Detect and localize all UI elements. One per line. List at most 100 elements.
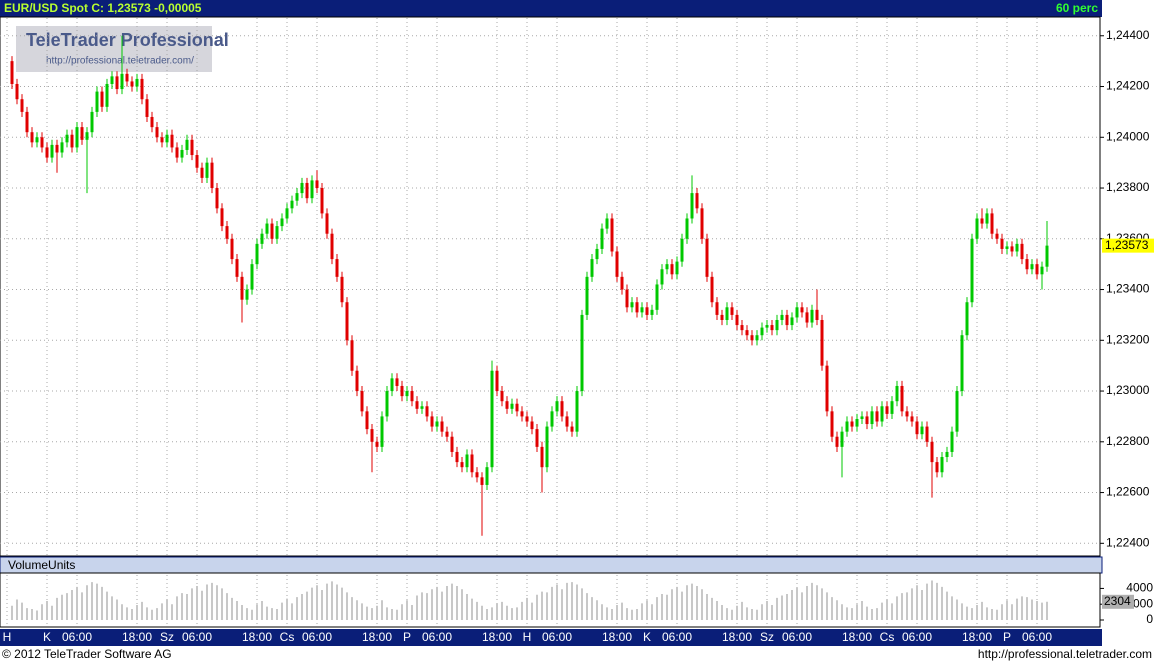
- last-price-label: 1,23573: [1105, 238, 1149, 252]
- candle-body: [680, 238, 684, 262]
- x-tick-label: 18:00: [242, 630, 272, 644]
- candle-body: [265, 223, 269, 234]
- candle-body: [920, 426, 924, 435]
- close-label: C:: [91, 1, 104, 15]
- candle-body: [505, 401, 509, 409]
- candle-body: [100, 91, 104, 107]
- x-tick-label: 18:00: [722, 630, 752, 644]
- y-tick-label: 1,24000: [1106, 129, 1150, 143]
- candle-body: [490, 370, 494, 468]
- candle-body: [825, 365, 829, 412]
- candle-body: [605, 218, 609, 229]
- x-tick-label: 18:00: [122, 630, 152, 644]
- candle-body: [600, 228, 604, 249]
- candle-body: [540, 446, 544, 468]
- y-tick-label: 1,24400: [1106, 28, 1150, 42]
- candle-body: [460, 462, 464, 468]
- candle-body: [170, 134, 174, 148]
- x-tick-label: 06:00: [542, 630, 572, 644]
- candle-body: [305, 182, 309, 199]
- candle-body: [450, 436, 454, 452]
- candle-body: [195, 155, 199, 168]
- candle-body: [355, 370, 359, 392]
- candle-body: [625, 289, 629, 308]
- time-axis-bar: [0, 629, 1102, 646]
- x-tick-label: Sz: [160, 630, 174, 644]
- candle-body: [1035, 264, 1039, 275]
- candle-body: [855, 418, 859, 427]
- candle-body: [775, 319, 779, 331]
- candle-body: [280, 218, 284, 227]
- candle-body: [790, 317, 794, 326]
- candle-body: [35, 137, 39, 143]
- candle-body: [590, 259, 594, 277]
- y-tick-label: 1,23800: [1106, 180, 1150, 194]
- candle-body: [570, 426, 574, 432]
- x-tick-label: 06:00: [902, 630, 932, 644]
- candle-body: [705, 238, 709, 277]
- candle-body: [655, 284, 659, 310]
- y-tick-label: 0: [1146, 612, 1153, 626]
- candle-body: [640, 307, 644, 313]
- candle-body: [435, 421, 439, 427]
- candle-body: [795, 307, 799, 318]
- change-value: -0,00005: [154, 1, 202, 15]
- x-tick-label: 06:00: [662, 630, 692, 644]
- candle-body: [630, 302, 634, 308]
- candle-body: [785, 314, 789, 326]
- candle-body: [140, 78, 144, 100]
- candle-body: [230, 238, 234, 260]
- candle-body: [445, 431, 449, 437]
- candle-body: [895, 385, 899, 402]
- candle-body: [710, 276, 714, 303]
- candle-body: [285, 208, 289, 219]
- candle-body: [695, 193, 699, 209]
- candle-body: [130, 81, 134, 87]
- candle-body: [80, 127, 84, 140]
- candle-body: [250, 264, 254, 290]
- candle-body: [940, 457, 944, 473]
- volume-title: VolumeUnits: [8, 558, 75, 572]
- candle-body: [480, 477, 484, 485]
- candle-body: [835, 436, 839, 447]
- last-price-box: [1102, 238, 1154, 253]
- candle-body: [1010, 246, 1014, 252]
- candle-body: [320, 188, 324, 214]
- candle-body: [1030, 264, 1034, 270]
- candle-body: [190, 139, 194, 156]
- candle-body: [1005, 246, 1009, 249]
- candle-body: [205, 162, 209, 178]
- candle-body: [755, 335, 759, 341]
- candle-body: [660, 269, 664, 285]
- candle-body: [535, 429, 539, 447]
- x-tick-label: 18:00: [842, 630, 872, 644]
- candle-body: [560, 401, 564, 417]
- candle-body: [715, 302, 719, 315]
- watermark-title: TeleTrader Professional: [26, 30, 229, 50]
- candle-body: [200, 167, 204, 178]
- candle-body: [150, 116, 154, 128]
- candle-body: [185, 139, 189, 150]
- y-tick-label: 1,23200: [1106, 332, 1150, 346]
- candle-body: [760, 327, 764, 336]
- candle-body: [20, 99, 24, 112]
- candle-body: [525, 416, 529, 422]
- candle-body: [530, 421, 534, 430]
- y-tick-label: 1,23400: [1106, 282, 1150, 296]
- candle-body: [800, 307, 804, 313]
- candle-body: [145, 99, 149, 117]
- candle-body: [935, 462, 939, 473]
- candle-body: [335, 259, 339, 277]
- candle-body: [945, 451, 949, 458]
- candle-body: [415, 401, 419, 409]
- candle-body: [420, 406, 424, 409]
- candle-body: [40, 137, 44, 148]
- candle-body: [840, 431, 844, 447]
- candle-body: [875, 411, 879, 422]
- candle-body: [270, 223, 274, 239]
- candle-body: [95, 91, 99, 112]
- candle-body: [465, 454, 469, 468]
- candle-body: [325, 213, 329, 234]
- candle-body: [115, 76, 119, 90]
